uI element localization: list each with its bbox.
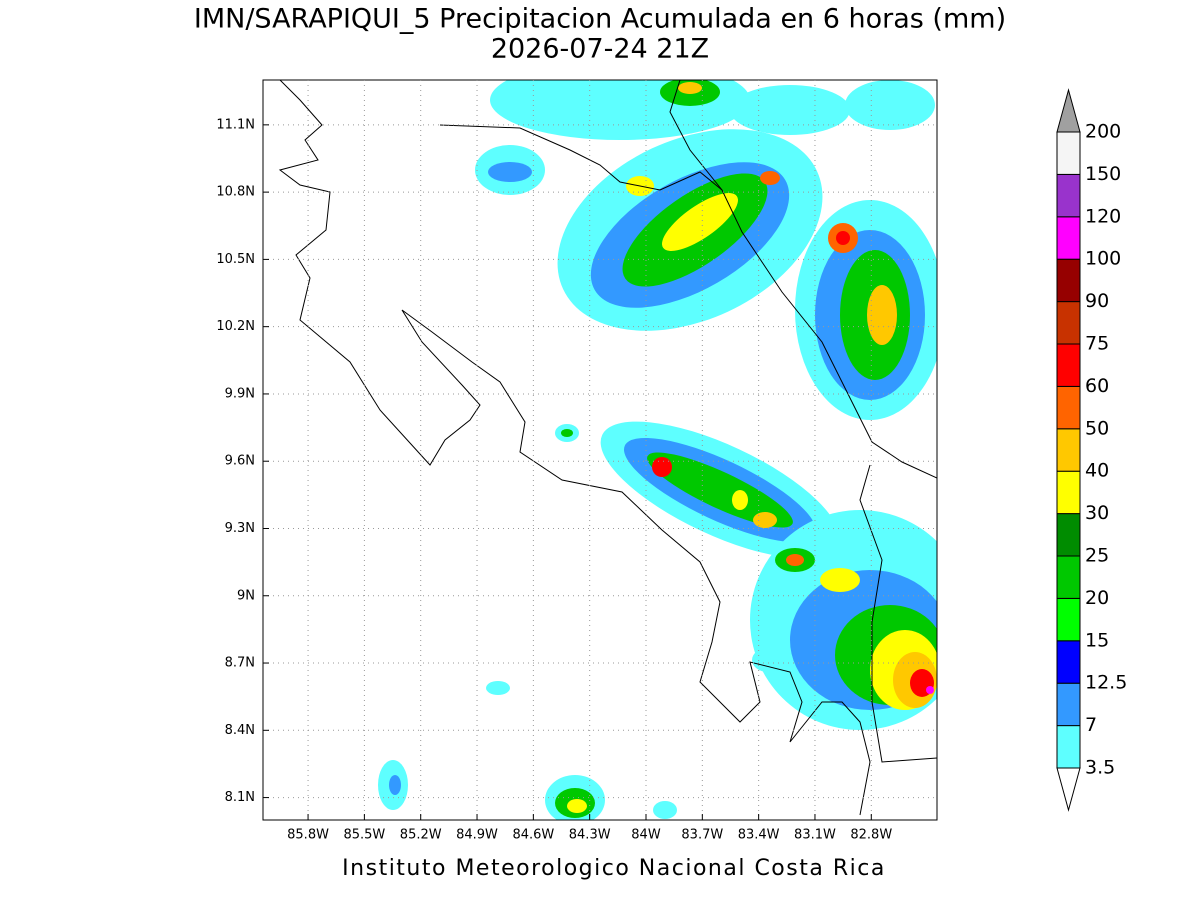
- x-tick-label: 84.3W: [569, 828, 611, 843]
- y-tick-label: 10.5N: [216, 252, 255, 267]
- footer: Instituto Meteorologico Nacional Costa R…: [342, 856, 886, 881]
- caribbean-coast: [669, 80, 937, 479]
- pacific-coast: [278, 80, 871, 816]
- x-tick-label: 83.1W: [794, 828, 836, 843]
- colorbar-label: 20: [1085, 587, 1109, 609]
- colorbar-label: 30: [1085, 502, 1109, 524]
- x-tick-label: 84W: [631, 828, 661, 843]
- colorbar-band: [1056, 131, 1081, 175]
- colorbar-band: [1056, 301, 1081, 345]
- y-tick-label: 10.2N: [216, 319, 255, 334]
- colorbar-band: [1056, 428, 1081, 472]
- colorbar-label: 15: [1085, 629, 1109, 651]
- colorbar-label: 150: [1085, 163, 1121, 185]
- precipitation-field: [378, 80, 937, 820]
- colorbar-band: [1056, 216, 1081, 260]
- precip-blob: [378, 424, 784, 820]
- precip-blob: [557, 129, 823, 331]
- colorbar-band: [1056, 385, 1081, 430]
- colorbar-label: 120: [1085, 205, 1121, 227]
- precip-blob: [795, 200, 937, 420]
- colorbar-band: [1056, 640, 1081, 684]
- y-tick-label: 9.3N: [225, 521, 255, 536]
- x-tick-label: 85.2W: [400, 828, 442, 843]
- colorbar-band: [1056, 682, 1081, 727]
- y-tick-label: 8.4N: [225, 723, 255, 738]
- x-tick-label: 83.7W: [681, 828, 723, 843]
- colorbar-label: 75: [1085, 333, 1109, 355]
- x-tick-label: 85.8W: [287, 828, 329, 843]
- coastlines: [278, 80, 937, 816]
- colorbar-label: 40: [1085, 460, 1109, 482]
- colorbar-label: 60: [1085, 375, 1109, 397]
- y-tick-label: 10.8N: [216, 185, 255, 200]
- colorbar-band: [1056, 555, 1081, 599]
- x-tick-label: 83.4W: [738, 828, 780, 843]
- colorbar-label: 12.5: [1085, 672, 1127, 694]
- colorbar-under: [1056, 767, 1081, 812]
- colorbar-label: 25: [1085, 545, 1109, 567]
- colorbar-band: [1056, 258, 1081, 303]
- y-tick-label: 9.6N: [225, 454, 255, 469]
- y-tick-label: 9.9N: [225, 386, 255, 401]
- colorbar-label: 50: [1085, 417, 1109, 439]
- y-tick-label: 8.1N: [225, 790, 255, 805]
- colorbar-over: [1056, 88, 1081, 133]
- x-tick-label: 85.5W: [343, 828, 385, 843]
- x-tick-label: 84.9W: [456, 828, 498, 843]
- colorbar-band: [1056, 513, 1081, 557]
- colorbar-band: [1056, 470, 1081, 515]
- colorbar-label: 90: [1085, 290, 1109, 312]
- precip-blob: [475, 80, 935, 195]
- colorbar-band: [1056, 173, 1081, 218]
- title: IMN/SARAPIQUI_5 Precipitacion Acumulada …: [194, 4, 1006, 35]
- x-tick-label: 84.6W: [512, 828, 554, 843]
- precip-blob: [600, 421, 840, 559]
- southern-border: [859, 464, 937, 763]
- colorbar-band: [1056, 343, 1081, 387]
- precip-blob: [750, 510, 937, 730]
- colorbar-label: 7: [1085, 714, 1097, 736]
- y-tick-label: 8.7N: [225, 656, 255, 671]
- y-tick-label: 11.1N: [216, 117, 255, 132]
- northern-border: [439, 124, 723, 191]
- colorbar-label: 3.5: [1085, 757, 1115, 779]
- y-tick-label: 9N: [237, 588, 255, 603]
- colorbar-label: 100: [1085, 248, 1121, 270]
- subtitle: 2026-07-24 21Z: [491, 34, 709, 65]
- x-tick-label: 82.8W: [850, 828, 892, 843]
- colorbar-label: 200: [1085, 121, 1121, 143]
- colorbar-band: [1056, 597, 1081, 642]
- colorbar-band: [1056, 725, 1081, 769]
- map-frame: [262, 79, 938, 821]
